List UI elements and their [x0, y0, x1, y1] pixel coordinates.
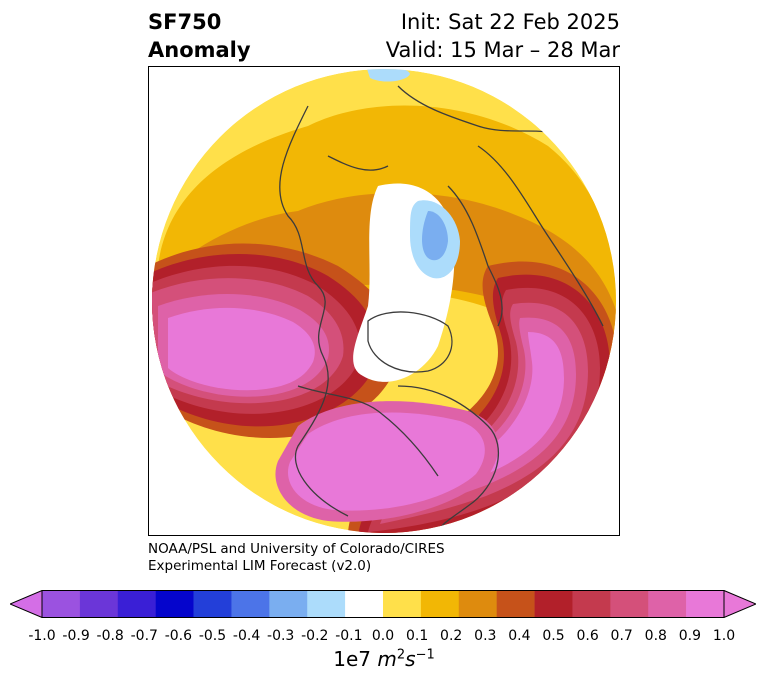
- credit-line-1: NOAA/PSL and University of Colorado/CIRE…: [148, 541, 445, 557]
- map-border: [148, 66, 620, 536]
- colorbar-segment: [420, 590, 460, 618]
- colorbar-tick-label: -0.9: [62, 628, 90, 644]
- colorbar-tick-label: -0.3: [267, 628, 295, 644]
- credit-line-2: Experimental LIM Forecast (v2.0): [148, 558, 372, 574]
- colorbar-over-arrow: [723, 590, 756, 618]
- colorbar-tick-label: 0.4: [508, 628, 531, 644]
- colorbar-segment: [307, 590, 346, 618]
- title-block-right: Init: Sat 22 Feb 2025 Valid: 15 Mar – 28…: [386, 8, 620, 64]
- variable-title: SF750: [148, 10, 222, 34]
- colorbar-segment: [117, 590, 156, 618]
- colorbar-outline: [41, 590, 725, 618]
- colorbar-tick-label: 0.3: [474, 628, 497, 644]
- unit-prefix: 1e7: [333, 647, 378, 671]
- colorbar-tick-label: 0.0: [371, 628, 395, 644]
- colorbar-segment: [79, 590, 119, 618]
- colorbar-segment: [231, 590, 270, 618]
- colorbar-tick-label: -0.2: [301, 628, 329, 644]
- anomaly-subtitle: Anomaly: [148, 38, 251, 62]
- colorbar-tick-label: 0.9: [678, 628, 702, 644]
- unit-exp-1: 2: [396, 647, 406, 663]
- colorbar-segment: [572, 590, 611, 618]
- colorbar-segment: [458, 590, 497, 618]
- unit-s: s: [405, 647, 416, 671]
- coastlines: [279, 85, 604, 533]
- colorbar-tick-label: 0.8: [644, 628, 667, 644]
- unit-m: m: [377, 647, 397, 671]
- colorbar-segment: [686, 590, 725, 618]
- colorbar-tick-label: -0.7: [130, 628, 158, 644]
- colorbar-under-arrow: [10, 590, 43, 618]
- colorbar-tick-label: -0.8: [96, 628, 124, 644]
- colorbar-segment: [193, 590, 232, 618]
- colorbar-tick-label: -0.5: [198, 628, 227, 644]
- colorbar-tick-labels: -1.0 -0.9 -0.8 -0.7 -0.6 -0.5 -0.4 -0.3 -0.2 -0.1…: [0, 628, 768, 648]
- colorbar-tick-label: -0.6: [164, 628, 193, 644]
- init-date: Init: Sat 22 Feb 2025: [400, 10, 620, 34]
- colorbar-segment: [648, 590, 687, 618]
- colorbar: [10, 590, 756, 618]
- colorbar-segment: [155, 590, 194, 618]
- colorbar-segment: [345, 590, 384, 618]
- colorbar-tick-label: 1.0: [712, 628, 736, 644]
- colorbar-tick-label: 0.6: [576, 628, 599, 644]
- colorbar-segment: [383, 590, 422, 618]
- valid-range: Valid: 15 Mar – 28 Mar: [385, 38, 620, 62]
- credit-text: NOAA/PSL and University of Colorado/CIRE…: [148, 541, 445, 575]
- colorbar-segment: [269, 590, 308, 618]
- colorbar-tick-label: 0.5: [542, 628, 565, 644]
- colorbar-tick-label: 0.1: [405, 628, 429, 644]
- colorbar-segment: [610, 590, 649, 618]
- colorbar-tick-label: 0.2: [440, 628, 463, 644]
- colorbar-tick-label: -1.0: [28, 628, 56, 644]
- colorbar-tick-label: -0.1: [335, 628, 363, 644]
- colorbar-tick-label: 0.7: [610, 628, 633, 644]
- polar-map: [148, 66, 620, 536]
- colorbar-tick-label: -0.4: [232, 628, 261, 644]
- unit-exp-2: −1: [415, 647, 435, 663]
- title-block-left: SF750 Anomaly: [148, 8, 251, 64]
- colorbar-unit-label: 1e7 m2s−1: [0, 647, 768, 671]
- colorbar-segment: [496, 590, 535, 618]
- colorbar-segment: [42, 590, 81, 618]
- colorbar-segment: [534, 590, 573, 618]
